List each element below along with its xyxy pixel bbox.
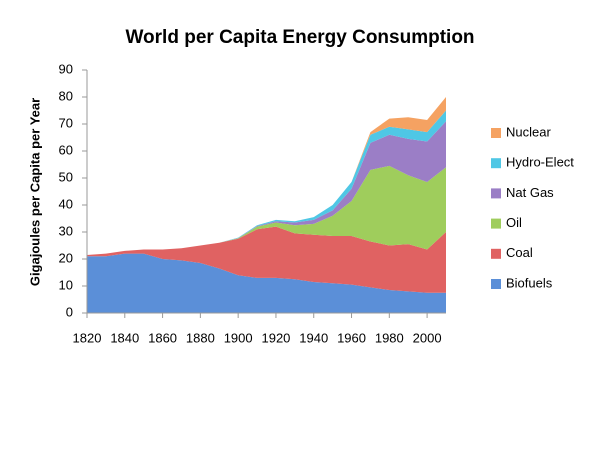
legend-swatch — [491, 188, 501, 199]
legend-swatch — [491, 248, 501, 259]
y-tick-label: 80 — [59, 88, 73, 103]
y-tick-label: 0 — [66, 304, 73, 319]
area — [87, 226, 446, 293]
legend-swatch — [491, 218, 501, 229]
x-tick-label: 1960 — [337, 330, 366, 345]
x-tick-label: 1940 — [299, 330, 328, 345]
x-tick-label: 1820 — [73, 330, 102, 345]
chart-title: World per Capita Energy Consumption — [125, 27, 474, 48]
legend-label: Nat Gas — [506, 185, 554, 200]
x-tick-label: 1980 — [375, 330, 404, 345]
legend-label: Coal — [506, 245, 533, 260]
y-tick-label: 50 — [59, 169, 73, 184]
x-tick-label: 1860 — [148, 330, 177, 345]
y-tick-label: 70 — [59, 115, 73, 130]
legend-swatch — [491, 158, 501, 169]
legend-label: Biofuels — [506, 275, 553, 290]
legend-swatch — [491, 279, 501, 289]
y-axis-label: Gigajoules per Capita per Year — [27, 98, 42, 286]
x-tick-label: 1840 — [110, 330, 139, 345]
x-tick-label: 1900 — [224, 330, 253, 345]
legend-label: Nuclear — [506, 124, 551, 139]
x-tick-label: 1880 — [186, 330, 215, 345]
x-tick-label: 1920 — [261, 330, 290, 345]
legend-swatch — [491, 128, 501, 138]
y-tick-label: 20 — [59, 250, 73, 265]
y-tick-label: 90 — [59, 61, 73, 76]
area — [87, 165, 446, 255]
y-tick-label: 30 — [59, 223, 73, 238]
legend-label: Hydro-Elect — [506, 155, 574, 170]
x-tick-label: 2000 — [413, 330, 442, 345]
y-tick-label: 60 — [59, 142, 73, 157]
y-tick-label: 40 — [59, 196, 73, 211]
y-tick-label: 10 — [59, 277, 73, 292]
area — [87, 253, 446, 313]
legend-label: Oil — [506, 215, 522, 230]
